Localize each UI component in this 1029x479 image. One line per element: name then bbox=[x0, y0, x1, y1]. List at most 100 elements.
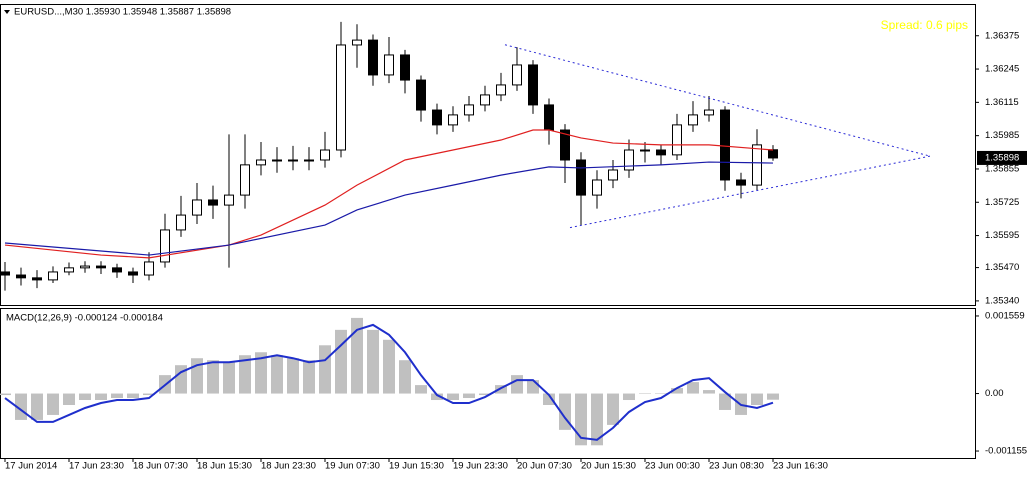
macd-panel bbox=[0, 308, 976, 459]
candle-body bbox=[32, 277, 42, 281]
candle-body bbox=[656, 149, 666, 156]
histogram-bar bbox=[751, 393, 763, 405]
histogram-bar bbox=[143, 393, 155, 396]
histogram-bar bbox=[495, 385, 507, 394]
histogram-bar bbox=[623, 393, 635, 401]
candle-body bbox=[704, 109, 714, 116]
histogram-bar bbox=[511, 375, 523, 394]
candle-body bbox=[128, 271, 138, 276]
candle-body bbox=[368, 39, 378, 76]
candle-body bbox=[416, 79, 426, 111]
x-tick-label: 18 Jun 15:30 bbox=[197, 461, 252, 472]
histogram-bar bbox=[687, 382, 699, 394]
y-tick-label: 1.35595 bbox=[985, 230, 1019, 241]
y-tick-label: 1.36245 bbox=[985, 64, 1019, 75]
candle-body bbox=[192, 199, 202, 216]
y-tick-label: 1.35985 bbox=[985, 130, 1019, 141]
histogram-bar bbox=[287, 358, 299, 394]
macd-title: MACD(12,26,9) -0.000124 -0.000184 bbox=[6, 313, 163, 324]
candle-body bbox=[256, 159, 266, 166]
candle-body bbox=[608, 169, 618, 181]
header-arrow bbox=[4, 10, 10, 14]
histogram-bar bbox=[767, 393, 779, 400]
histogram-bar bbox=[671, 388, 683, 394]
histogram-bar bbox=[383, 339, 395, 394]
histogram-bar bbox=[655, 393, 667, 394]
histogram-bar bbox=[607, 393, 619, 425]
histogram-bar bbox=[351, 317, 363, 394]
candle-body bbox=[176, 214, 186, 231]
histogram-bar bbox=[719, 393, 731, 410]
histogram-bar bbox=[447, 393, 459, 401]
histogram-bar bbox=[79, 393, 91, 401]
candle-body bbox=[736, 179, 746, 186]
candle-body bbox=[720, 109, 730, 181]
histogram-bar bbox=[639, 393, 651, 394]
histogram-bar bbox=[431, 393, 443, 401]
y-tick-label: 1.35855 bbox=[985, 163, 1019, 174]
candle-body bbox=[592, 179, 602, 196]
trend-line bbox=[569, 155, 931, 229]
candle-body bbox=[240, 164, 250, 196]
histogram-bar bbox=[319, 345, 331, 394]
histogram-bar bbox=[543, 393, 555, 405]
candle-body bbox=[560, 129, 570, 161]
y-tick-label: 0.00 bbox=[985, 388, 1004, 399]
histogram-bar bbox=[0, 393, 11, 396]
price-panel bbox=[0, 4, 976, 306]
x-tick-label: 20 Jun 15:30 bbox=[581, 461, 636, 472]
y-tick-label: 1.35340 bbox=[985, 295, 1019, 306]
x-tick-label: 19 Jun 23:30 bbox=[453, 461, 508, 472]
x-tick-label: 17 Jun 2014 bbox=[5, 461, 57, 472]
chart-title: EURUSD...,M30 1.35930 1.35948 1.35887 1.… bbox=[14, 7, 231, 18]
candle-body bbox=[144, 261, 154, 276]
histogram-bar bbox=[399, 360, 411, 394]
spread-annotation: Spread: 0.6 pips bbox=[881, 18, 968, 32]
x-tick-label: 23 Jun 16:30 bbox=[773, 461, 828, 472]
candle-body bbox=[48, 271, 58, 281]
candle-body bbox=[208, 199, 218, 206]
histogram-bar bbox=[95, 393, 107, 401]
candle-body bbox=[464, 104, 474, 116]
x-tick-label: 19 Jun 15:30 bbox=[389, 461, 444, 472]
histogram-bar bbox=[175, 365, 187, 394]
y-tick-label: 1.35470 bbox=[985, 262, 1019, 273]
candle-body bbox=[80, 265, 90, 269]
histogram-bar bbox=[271, 355, 283, 394]
moving-average bbox=[4, 129, 774, 259]
histogram-bar bbox=[367, 329, 379, 394]
x-tick-label: 18 Jun 07:30 bbox=[133, 461, 188, 472]
histogram-bar bbox=[223, 362, 235, 394]
y-tick-label: 1.36115 bbox=[985, 97, 1019, 108]
candle-body bbox=[160, 229, 170, 263]
histogram-bar bbox=[255, 352, 267, 394]
candle-body bbox=[304, 159, 314, 162]
y-tick-label: -0.001155 bbox=[985, 446, 1027, 457]
candle-body bbox=[352, 39, 362, 46]
candle-body bbox=[480, 94, 490, 106]
candle-body bbox=[768, 149, 778, 159]
candle-body bbox=[752, 144, 762, 186]
candle-body bbox=[336, 44, 346, 151]
candle-body bbox=[624, 149, 634, 171]
candle-body bbox=[272, 159, 282, 162]
candle-body bbox=[288, 159, 298, 162]
signal-line bbox=[4, 323, 774, 441]
histogram-bar bbox=[527, 380, 539, 394]
candle-body bbox=[576, 159, 586, 196]
histogram-bar bbox=[591, 393, 603, 446]
histogram-bar bbox=[703, 390, 715, 394]
histogram-bar bbox=[111, 393, 123, 399]
candle-body bbox=[224, 194, 234, 206]
current-price-box bbox=[977, 150, 1027, 165]
current-price-label: 1.35898 bbox=[985, 152, 1019, 163]
candle-body bbox=[400, 54, 410, 81]
histogram-bar bbox=[127, 393, 139, 399]
candle-body bbox=[496, 84, 506, 96]
candle-body bbox=[64, 267, 74, 273]
candle-body bbox=[672, 124, 682, 156]
x-tick-label: 19 Jun 07:30 bbox=[325, 461, 380, 472]
candle-body bbox=[0, 271, 10, 276]
